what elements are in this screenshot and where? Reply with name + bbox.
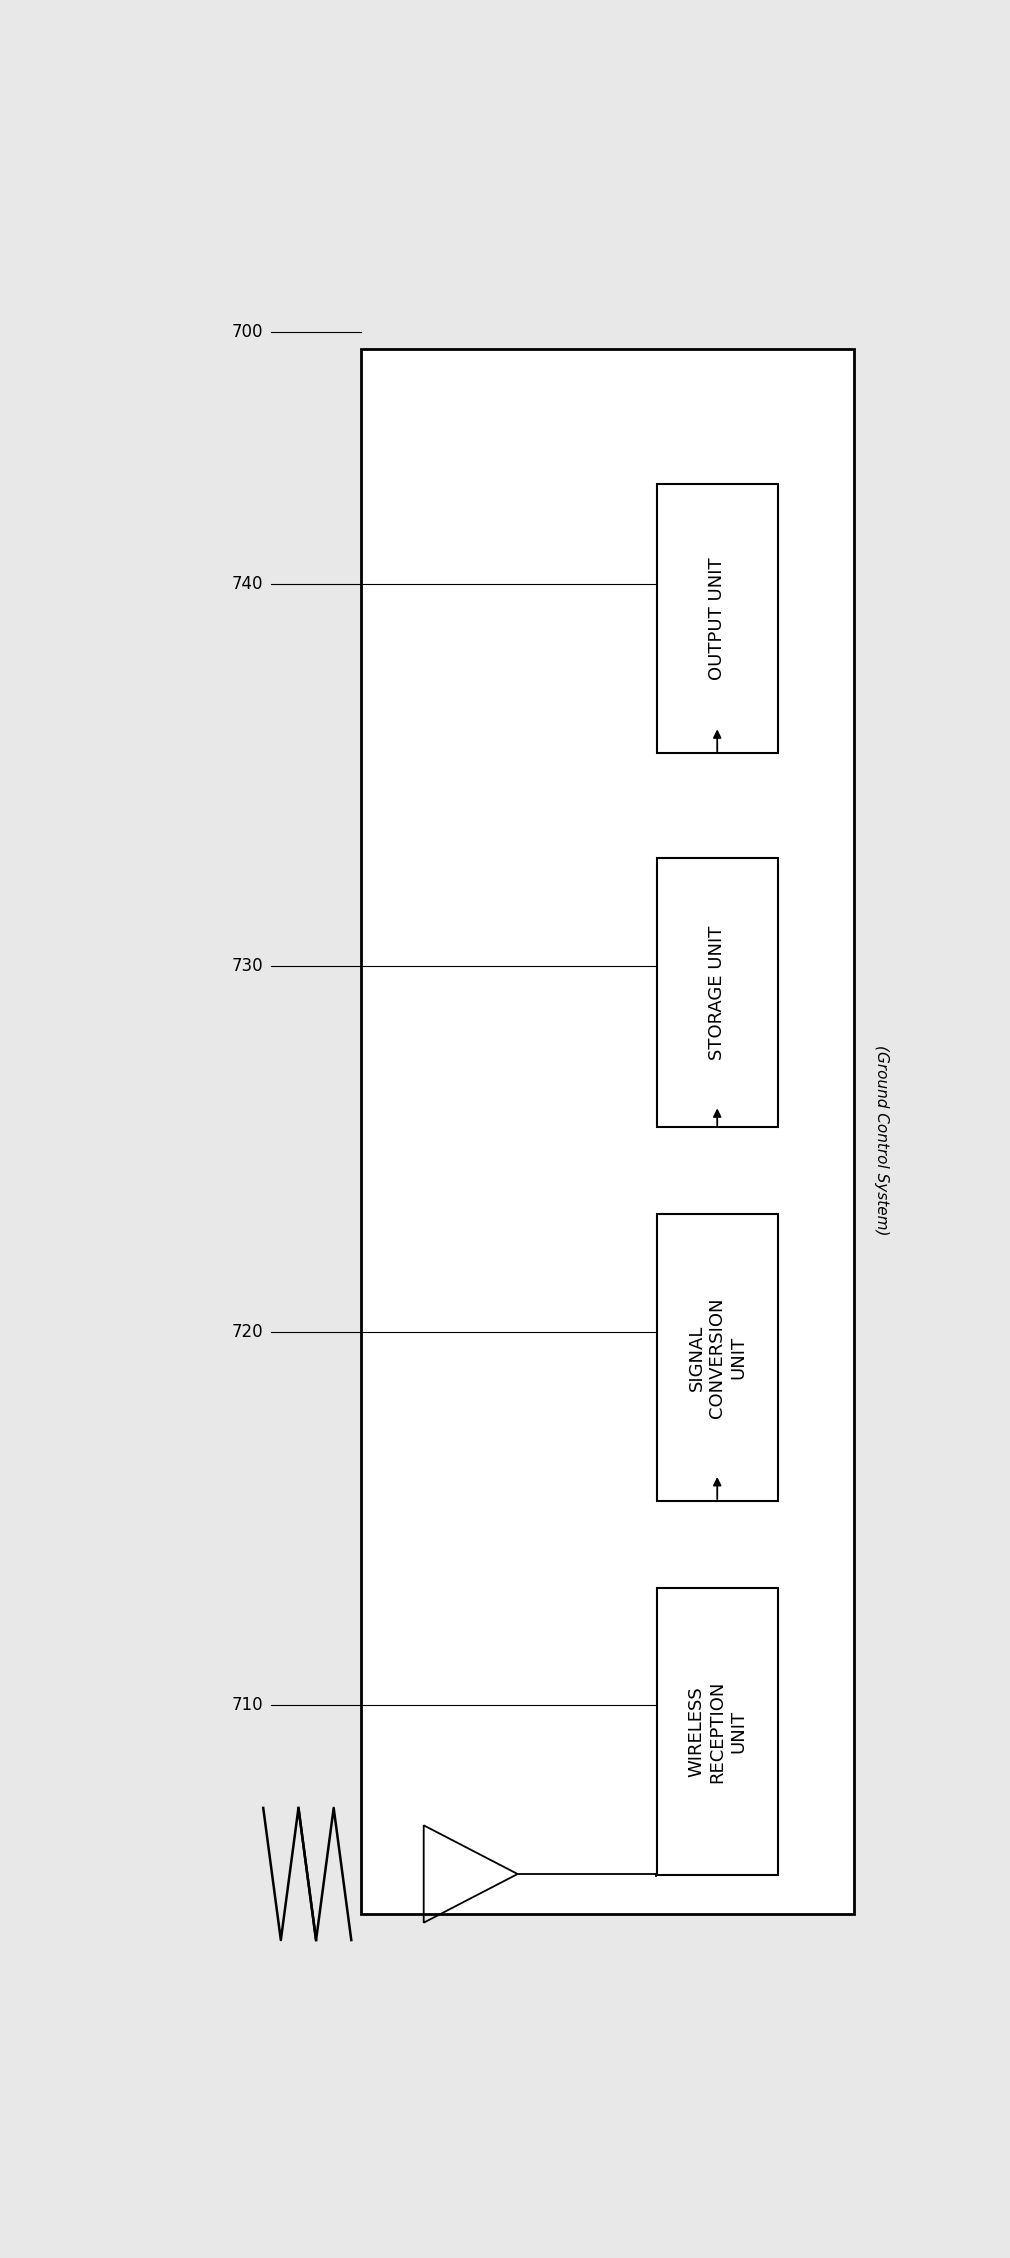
Text: 710: 710 — [231, 1696, 264, 1714]
Text: 720: 720 — [231, 1323, 264, 1341]
Text: STORAGE UNIT: STORAGE UNIT — [708, 926, 726, 1059]
Bar — [656, 483, 778, 754]
Bar — [656, 1587, 778, 1874]
Text: 730: 730 — [231, 957, 264, 975]
Text: WIRELESS
RECEPTION
UNIT: WIRELESS RECEPTION UNIT — [688, 1680, 747, 1782]
Text: 740: 740 — [231, 576, 264, 594]
Bar — [656, 858, 778, 1127]
Bar — [656, 1215, 778, 1502]
Bar — [362, 350, 854, 1915]
Text: SIGNAL
CONVERSION
UNIT: SIGNAL CONVERSION UNIT — [688, 1298, 747, 1418]
Text: OUTPUT UNIT: OUTPUT UNIT — [708, 558, 726, 680]
Text: 700: 700 — [231, 323, 264, 341]
Text: (Ground Control System): (Ground Control System) — [874, 1045, 889, 1235]
